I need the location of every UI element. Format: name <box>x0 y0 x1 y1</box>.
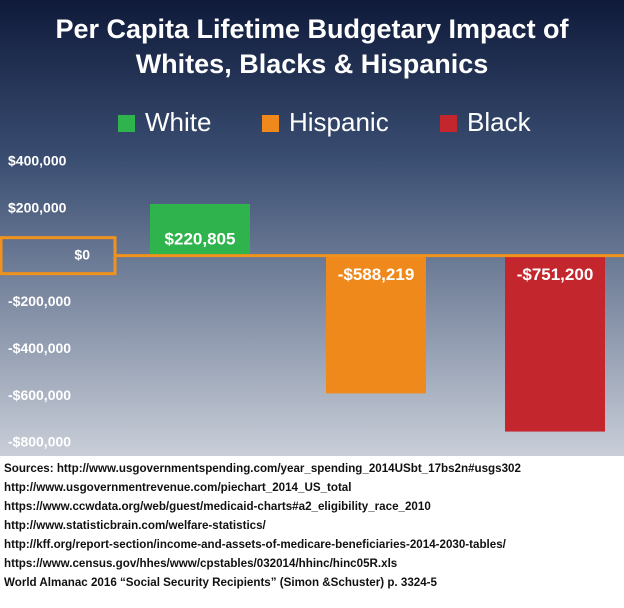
y-tick-label: -$400,000 <box>8 340 71 356</box>
source-line: https://www.census.gov/hhes/www/cpstable… <box>4 557 397 570</box>
bar <box>326 255 426 394</box>
value-label: -$751,200 <box>517 265 594 284</box>
y-tick-label: -$800,000 <box>8 434 71 450</box>
source-line: World Almanac 2016 “Social Security Reci… <box>4 576 438 589</box>
y-tick-label: $400,000 <box>8 153 67 169</box>
chart-title: Per Capita Lifetime Budgetary Impact of <box>55 14 569 44</box>
bar <box>150 203 250 256</box>
source-line: http://www.statisticbrain.com/welfare-st… <box>4 519 267 532</box>
source-line: http://www.usgovernmentrevenue.com/piech… <box>4 481 351 494</box>
legend-swatch <box>440 115 457 132</box>
chart-title: Whites, Blacks & Hispanics <box>136 49 489 79</box>
y-tick-label: $0 <box>74 246 90 262</box>
legend-label: Hispanic <box>289 107 389 137</box>
y-tick-label: -$600,000 <box>8 387 71 403</box>
source-line: https://www.ccwdata.org/web/guest/medica… <box>4 500 431 513</box>
legend-swatch <box>118 115 135 132</box>
legend-swatch <box>262 115 279 132</box>
value-label: -$588,219 <box>338 265 415 284</box>
y-tick-label: $200,000 <box>8 200 67 216</box>
legend-label: Black <box>467 107 532 137</box>
source-line: Sources: http://www.usgovernmentspending… <box>4 462 521 475</box>
source-line: http://kff.org/report-section/income-and… <box>4 538 507 551</box>
value-label: $220,805 <box>165 229 236 248</box>
legend-label: White <box>145 107 211 137</box>
bar <box>505 255 605 432</box>
y-tick-label: -$200,000 <box>8 293 71 309</box>
